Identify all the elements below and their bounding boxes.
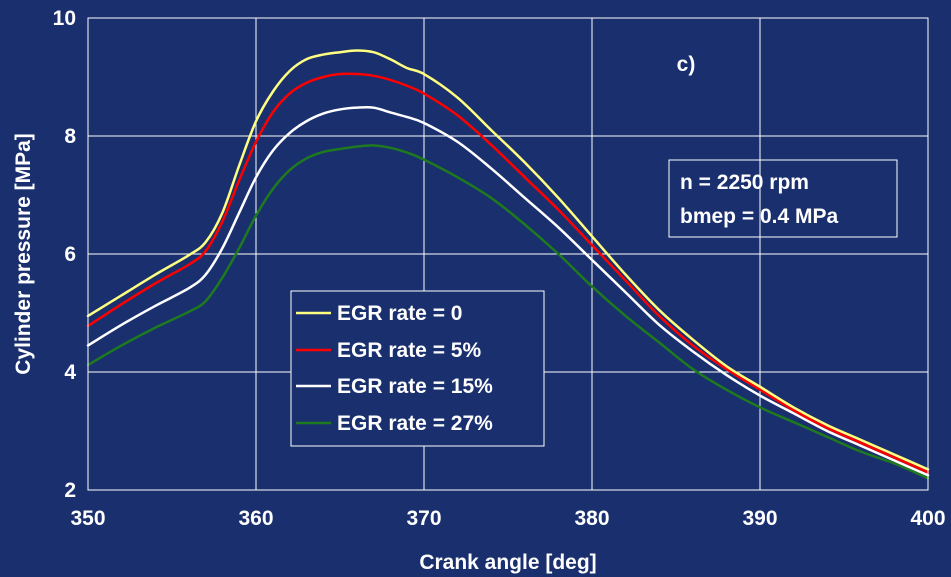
operating-condition-frame [668, 159, 898, 238]
x-tick-label-400: 400 [910, 507, 945, 530]
engine-speed-text: n = 2250 rpm [680, 171, 809, 194]
operating-condition-box: n = 2250 rpm bmep = 0.4 MPa [668, 159, 898, 238]
axes: 350 360 370 380 390 400 2 4 6 8 10 [53, 7, 946, 530]
y-tick-label-8: 8 [64, 125, 76, 148]
y-tick-label-2: 2 [64, 479, 76, 502]
y-axis-title: Cylinder pressure [MPa] [12, 133, 35, 375]
y-tick-label-10: 10 [53, 7, 76, 30]
x-tick-label-380: 380 [574, 507, 609, 530]
legend-label-egr-5: EGR rate = 5% [337, 339, 481, 362]
y-tick-label-6: 6 [64, 243, 76, 266]
legend-frame [290, 290, 545, 447]
plot-series [86, 49, 930, 480]
panel-label: c) [677, 53, 696, 76]
legend-label-egr-27: EGR rate = 27% [337, 412, 493, 435]
x-tick-label-390: 390 [742, 507, 777, 530]
bmep-text: bmep = 0.4 MPa [680, 205, 838, 228]
series-line-egr-15 [86, 106, 930, 477]
x-tick-label-350: 350 [70, 507, 105, 530]
y-tick-label-4: 4 [64, 361, 76, 384]
plot-frame [87, 17, 929, 491]
series-line-egr-0 [86, 49, 930, 471]
series-line-egr-5 [86, 72, 930, 474]
legend-label-egr-0: EGR rate = 0 [337, 302, 462, 325]
x-tick-label-360: 360 [238, 507, 273, 530]
x-axis-title: Crank angle [deg] [419, 551, 596, 574]
legend-label-egr-15: EGR rate = 15% [337, 375, 493, 398]
x-tick-label-370: 370 [406, 507, 441, 530]
series-line-egr-27 [86, 144, 930, 480]
legend: EGR rate = 0 EGR rate = 5% EGR rate = 15… [290, 290, 545, 447]
